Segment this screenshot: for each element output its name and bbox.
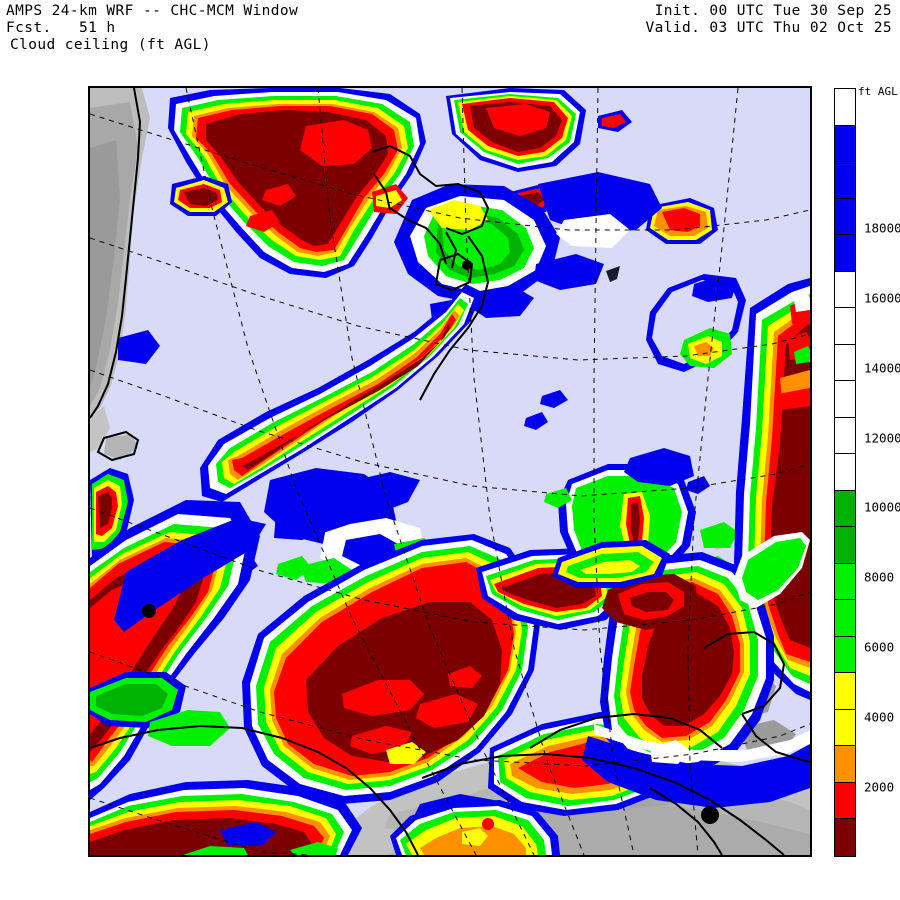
colorbar-tick-12000: 12000 (864, 430, 900, 446)
station-marker (462, 260, 472, 270)
field-name-label: Cloud ceiling (ft AGL) (10, 37, 211, 53)
colorbar-block-22000 (835, 89, 855, 126)
colorbar-block-2000 (835, 782, 855, 820)
station-markers (142, 260, 719, 824)
model-title: AMPS 24-km WRF -- CHC-MCM Window (6, 3, 299, 19)
colorbar-tick-18000: 18000 (864, 220, 900, 236)
graticule-layer (90, 88, 810, 855)
colorbar-block-17000 (835, 235, 855, 272)
colorbar-block-4000 (835, 709, 855, 747)
colorbar-block-5000 (835, 673, 855, 710)
colorbar-block-6000 (835, 636, 855, 674)
colorbar-tick-16000: 16000 (864, 290, 900, 306)
init-time-label: Init. 00 UTC Tue 30 Sep 25 (654, 3, 892, 19)
colorbar-strip (834, 88, 856, 857)
forecast-hour-label: Fcst. 51 h (6, 20, 116, 36)
valid-time-label: Valid. 03 UTC Thu 02 Oct 25 (645, 20, 892, 36)
colorbar-tick-6000: 6000 (864, 639, 895, 655)
colorbar-block-9000 (835, 527, 855, 564)
colorbar: ft AGL 18000 16000 14000 12000 10000 8000 6000… (834, 85, 900, 858)
map-glyph (606, 266, 620, 282)
colorbar-block-18000 (835, 198, 855, 236)
colorbar-block-16000 (835, 271, 855, 309)
colorbar-block-15000 (835, 308, 855, 345)
colorbar-tick-4000: 4000 (864, 709, 895, 725)
colorbar-tick-2000: 2000 (864, 779, 895, 795)
station-marker (701, 806, 719, 824)
colorbar-block-19000 (835, 162, 855, 199)
colorbar-block-11000 (835, 454, 855, 491)
colorbar-block-12000 (835, 417, 855, 455)
coastline-layer (90, 88, 810, 855)
station-marker (142, 604, 156, 618)
colorbar-block-7000 (835, 600, 855, 637)
header-block: AMPS 24-km WRF -- CHC-MCM Window Fcst. 5… (0, 0, 900, 80)
colorbar-block-3000 (835, 746, 855, 783)
cloud-ceiling-map (90, 88, 810, 855)
colorbar-block-10000 (835, 490, 855, 528)
colorbar-tick-8000: 8000 (864, 569, 895, 585)
colorbar-block-8000 (835, 563, 855, 601)
ceiling-field-layer (90, 88, 810, 855)
colorbar-block-13000 (835, 381, 855, 418)
colorbar-block-20000 (835, 125, 855, 163)
colorbar-block-14000 (835, 344, 855, 382)
map-panel[interactable] (88, 86, 812, 857)
colorbar-tick-14000: 14000 (864, 360, 900, 376)
colorbar-units-label: ft AGL (858, 85, 898, 98)
colorbar-block-1000 (835, 819, 855, 856)
colorbar-tick-10000: 10000 (864, 499, 900, 515)
